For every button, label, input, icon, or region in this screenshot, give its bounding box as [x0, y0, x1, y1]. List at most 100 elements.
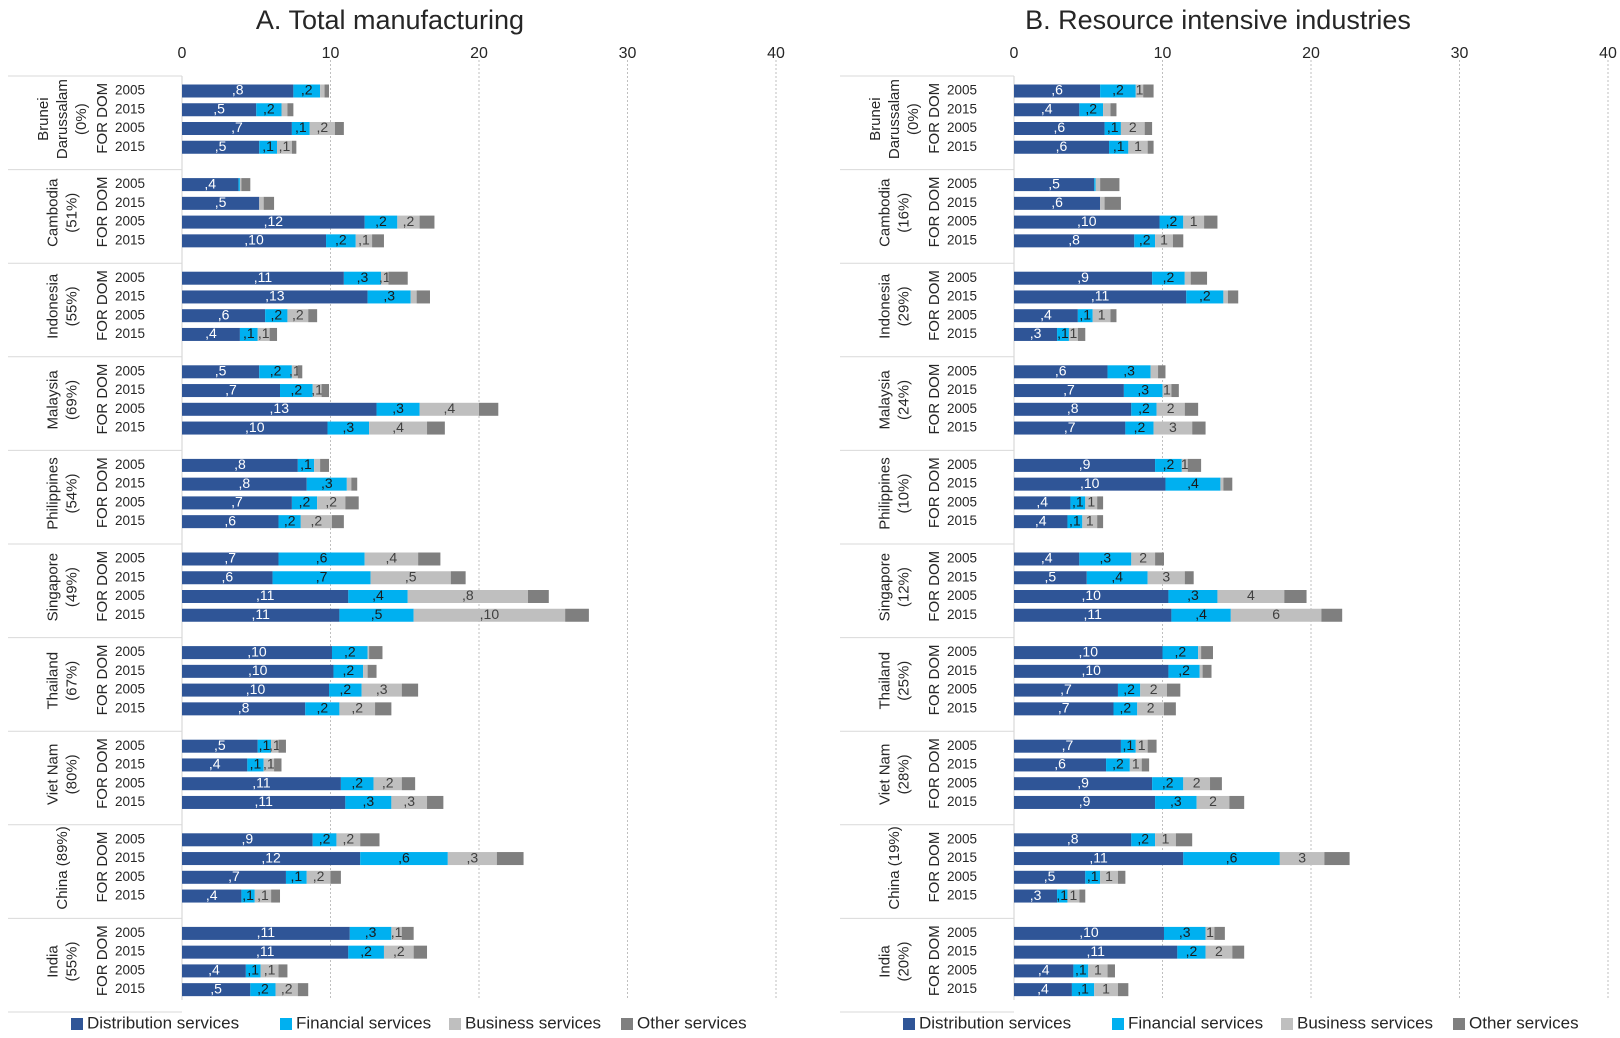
year-label: 2015 [115, 607, 145, 622]
year-label: 2005 [115, 775, 145, 790]
country-label: (49%) [63, 567, 80, 607]
bar-segment [182, 402, 377, 416]
bar-segment [1175, 833, 1193, 847]
bar-segment [364, 552, 419, 566]
bar-segment [278, 739, 286, 753]
bar-segment [383, 945, 414, 959]
x-tick-label: 10 [1154, 45, 1172, 62]
bar-segment [1014, 758, 1107, 772]
data-label: ,7 [1060, 681, 1072, 697]
bar-segment [1014, 889, 1058, 903]
data-label: ,1 [1056, 887, 1068, 903]
country-label: India [876, 945, 893, 978]
bar-segment [1014, 795, 1156, 809]
data-label: ,6 [1051, 82, 1063, 98]
bar-segment [1120, 122, 1145, 135]
bar-segment [182, 683, 330, 697]
data-label: 2 [1193, 774, 1201, 790]
bar-segment [1171, 384, 1179, 398]
data-label: ,3 [357, 269, 369, 285]
data-label: ,3 [466, 849, 478, 865]
year-label: 2005 [947, 307, 977, 322]
data-label: ,12 [261, 849, 281, 865]
data-label: ,7 [316, 568, 328, 584]
year-label: 2005 [947, 120, 977, 135]
data-label: ,4 [443, 400, 455, 416]
bar-segment [1120, 739, 1136, 753]
bar-segment [182, 384, 281, 398]
data-label: ,6 [218, 306, 230, 322]
country-label: (80%) [63, 754, 80, 794]
bar-segment [1014, 458, 1156, 472]
bar-segment [376, 402, 420, 416]
bar-segment [1014, 833, 1132, 847]
bar-segment [1279, 852, 1325, 866]
data-label: ,13 [270, 400, 290, 416]
bar-segment [182, 758, 248, 772]
data-label: ,2 [1123, 681, 1135, 697]
bar-segment [1137, 702, 1164, 716]
data-label: ,4 [1038, 962, 1050, 978]
legend-label: Other services [637, 1013, 747, 1032]
bar-segment [182, 178, 239, 192]
bar-segment [1155, 795, 1197, 809]
bar-segment [1014, 290, 1187, 304]
bar-segment [1123, 384, 1163, 398]
bar-segment [1201, 646, 1213, 660]
year-label: 2015 [947, 139, 977, 154]
bar-segment [407, 590, 529, 603]
ownership-label: DOM [926, 738, 943, 773]
bar-segment [1113, 702, 1138, 716]
data-label: 2 [1209, 793, 1217, 809]
data-label: ,10 [1077, 213, 1097, 229]
year-label: 2015 [115, 888, 145, 903]
bar-segment [1079, 552, 1132, 566]
ownership-label: DOM [94, 925, 111, 960]
bar-segment [277, 140, 292, 154]
bar-segment [278, 515, 301, 529]
year-label: 2005 [947, 962, 977, 977]
bar-segment [373, 777, 402, 791]
bar-segment [427, 795, 444, 809]
bar-segment [291, 496, 318, 510]
bar-segment [1152, 777, 1184, 791]
data-label: 1 [1098, 306, 1106, 322]
bar-segment [1134, 234, 1156, 248]
year-label: 2005 [947, 83, 977, 98]
data-label: ,6 [398, 849, 410, 865]
bar-segment [1128, 140, 1148, 154]
bar-segment [1183, 215, 1205, 229]
bar-segment [1230, 608, 1322, 622]
ownership-label: FOR [926, 777, 943, 809]
data-label: ,1 [291, 868, 303, 884]
bar-segment [182, 271, 344, 285]
bar-segment [1100, 84, 1136, 98]
data-label: 2 [1167, 400, 1175, 416]
data-label: ,2 [292, 306, 304, 322]
data-label: 6 [1272, 606, 1280, 622]
ownership-label: FOR [94, 777, 111, 809]
year-label: 2005 [115, 831, 145, 846]
year-label: 2005 [115, 214, 145, 229]
data-label: ,2 [291, 381, 303, 397]
data-label: ,3 [321, 475, 333, 491]
year-label: 2005 [947, 738, 977, 753]
data-label: ,5 [405, 568, 417, 584]
data-label: ,5 [1048, 175, 1060, 191]
bar-segment [182, 964, 246, 978]
bar-segment [1014, 702, 1114, 716]
data-label: ,10 [1081, 587, 1101, 603]
country-label: Indonesia [44, 273, 61, 339]
data-label: ,9 [1077, 774, 1089, 790]
data-label: ,4 [1195, 606, 1207, 622]
country-label: Cambodia [876, 178, 893, 247]
bar-segment [287, 309, 309, 323]
year-label: 2015 [947, 850, 977, 865]
data-label: 2 [1215, 943, 1223, 959]
bar-segment [324, 84, 330, 98]
bar-segment [367, 290, 411, 304]
country-label: (0%) [73, 103, 90, 135]
data-label: 1 [1070, 887, 1078, 903]
bar-segment [416, 290, 430, 304]
data-label: ,4 [204, 175, 216, 191]
